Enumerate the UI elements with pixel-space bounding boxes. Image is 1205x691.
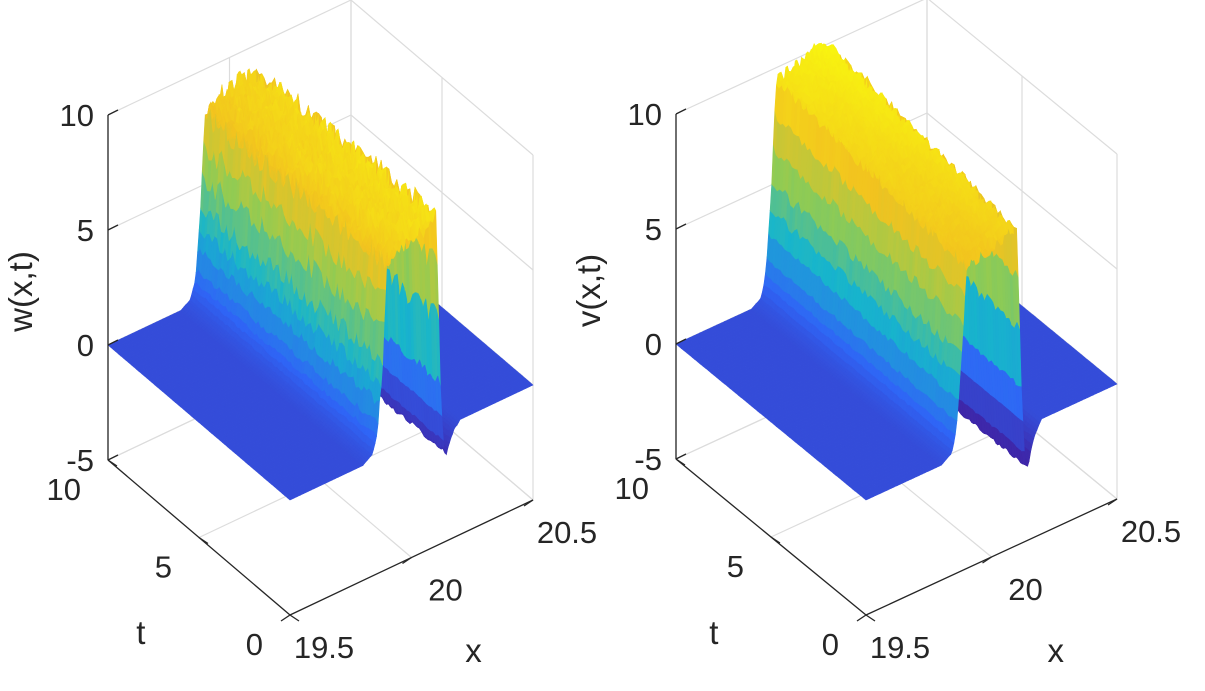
w-surface	[107, 68, 534, 501]
